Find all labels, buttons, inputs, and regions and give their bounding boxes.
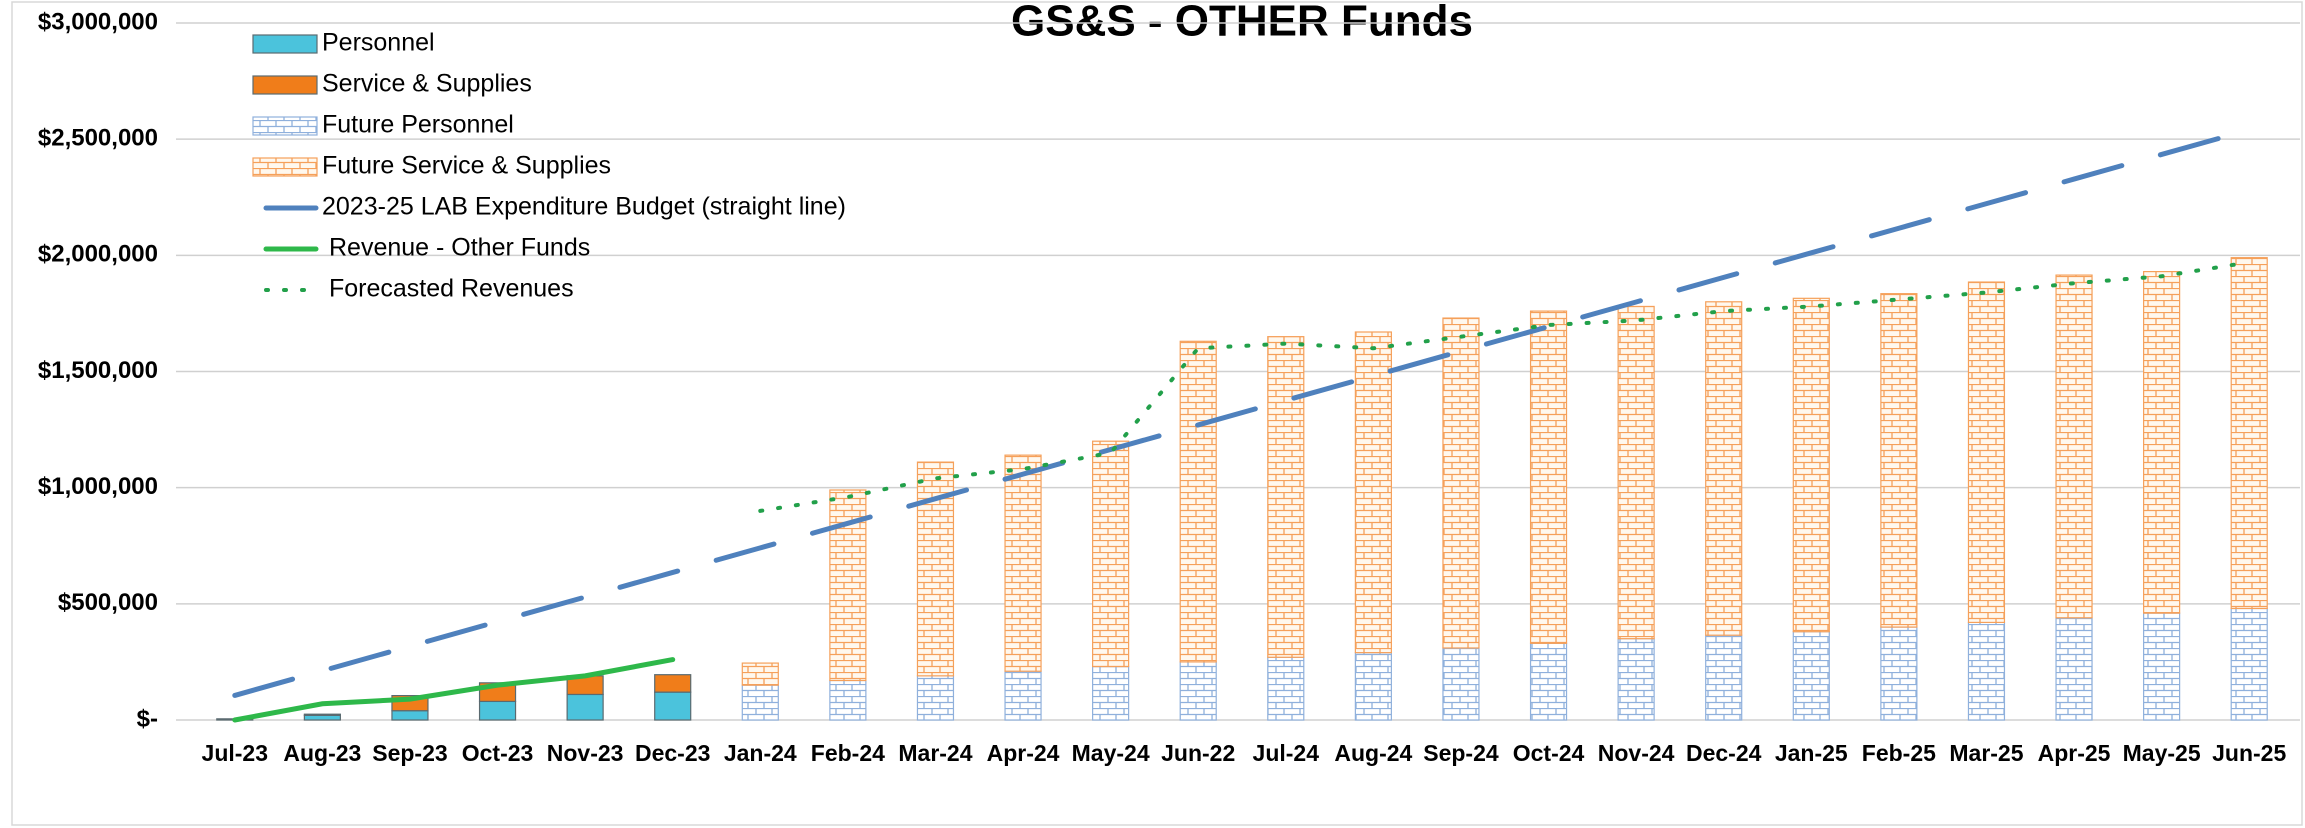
legend-swatch <box>252 157 318 177</box>
bar <box>1267 336 1305 658</box>
bar <box>654 674 692 693</box>
bar <box>1792 297 1830 633</box>
bar <box>1092 665 1130 721</box>
bar <box>1354 331 1392 654</box>
line <box>232 657 676 723</box>
bar <box>1529 642 1568 721</box>
bar <box>1442 317 1480 649</box>
x-tick-label: Apr-24 <box>987 740 1060 766</box>
x-tick-label: Mar-24 <box>898 740 972 766</box>
bar <box>2055 274 2093 619</box>
bar <box>916 675 955 721</box>
bar <box>1705 634 1743 721</box>
x-tick-label: Jun-25 <box>2212 740 2286 766</box>
legend-label: Future Service & Supplies <box>322 152 611 180</box>
bar <box>1617 638 1655 721</box>
chart-frame <box>11 1 2303 826</box>
bar <box>654 691 692 721</box>
bar <box>478 700 517 721</box>
bar <box>2230 257 2268 610</box>
y-tick-label: $- <box>137 705 158 732</box>
x-tick-label: Dec-23 <box>635 740 710 766</box>
x-tick-label: Nov-23 <box>547 740 624 766</box>
x-tick-label: Mar-25 <box>1949 740 2023 766</box>
line <box>232 127 2252 698</box>
legend-label: Personnel <box>322 29 435 57</box>
bar <box>1179 340 1217 663</box>
x-tick-label: Dec-24 <box>1686 740 1762 766</box>
y-tick-label: $3,000,000 <box>38 8 158 35</box>
bar <box>1617 305 1655 640</box>
bar <box>1880 293 1918 628</box>
legend-swatch <box>252 34 318 54</box>
y-tick-label: $500,000 <box>58 589 158 616</box>
bar <box>1092 440 1130 668</box>
bar <box>1967 621 2006 721</box>
x-tick-label: Aug-23 <box>283 740 361 766</box>
bar <box>303 713 341 716</box>
legend-label: Forecasted Revenues <box>329 275 574 303</box>
y-tick-label: $2,000,000 <box>38 241 158 268</box>
bar <box>303 714 341 721</box>
x-tick-label: Jul-23 <box>202 740 268 766</box>
x-tick-label: Sep-23 <box>372 740 447 766</box>
x-tick-label: Jan-25 <box>1775 740 1848 766</box>
bar <box>829 679 867 721</box>
x-tick-label: Oct-24 <box>1513 740 1585 766</box>
bar <box>391 710 429 721</box>
bar <box>1792 631 1830 721</box>
bar <box>1004 454 1042 672</box>
bar <box>741 662 779 686</box>
bar <box>741 684 779 721</box>
grid <box>176 22 2300 721</box>
y-tick-label: $1,000,000 <box>38 473 158 500</box>
legend-label: Service & Supplies <box>322 70 532 98</box>
bar <box>1179 661 1217 721</box>
x-tick-label: Jul-24 <box>1253 740 1320 766</box>
bar <box>1529 310 1568 644</box>
line <box>758 260 2252 513</box>
x-tick-label: Sep-24 <box>1423 740 1499 766</box>
legend-label: Future Personnel <box>322 111 514 139</box>
bar <box>2143 270 2181 614</box>
x-tick-label: Feb-25 <box>1862 740 1936 766</box>
x-tick-label: Jun-22 <box>1161 740 1235 766</box>
legend-swatch <box>252 75 318 95</box>
bar <box>2055 617 2093 721</box>
y-tick-label: $2,500,000 <box>38 125 158 152</box>
x-tick-label: Jan-24 <box>724 740 797 766</box>
bar <box>1880 626 1918 721</box>
bar <box>1267 656 1305 721</box>
x-tick-label: Aug-24 <box>1334 740 1412 766</box>
bar <box>1004 670 1042 721</box>
bar <box>2230 607 2268 721</box>
legend-label: 2023-25 LAB Expenditure Budget (straight… <box>322 193 846 221</box>
bar <box>1354 652 1392 721</box>
legend-swatch <box>252 116 318 136</box>
x-tick-label: May-24 <box>1072 740 1150 766</box>
bar <box>566 693 604 721</box>
x-tick-label: Oct-23 <box>462 740 534 766</box>
bar <box>2143 612 2181 721</box>
x-tick-label: Nov-24 <box>1598 740 1675 766</box>
bar <box>1705 301 1743 636</box>
y-tick-label: $1,500,000 <box>38 357 158 384</box>
x-tick-label: Feb-24 <box>811 740 885 766</box>
x-tick-label: Apr-25 <box>2038 740 2111 766</box>
bar <box>1967 281 2006 624</box>
legend-label: Revenue - Other Funds <box>329 234 590 262</box>
x-tick-label: May-25 <box>2123 740 2201 766</box>
bar <box>1442 647 1480 721</box>
